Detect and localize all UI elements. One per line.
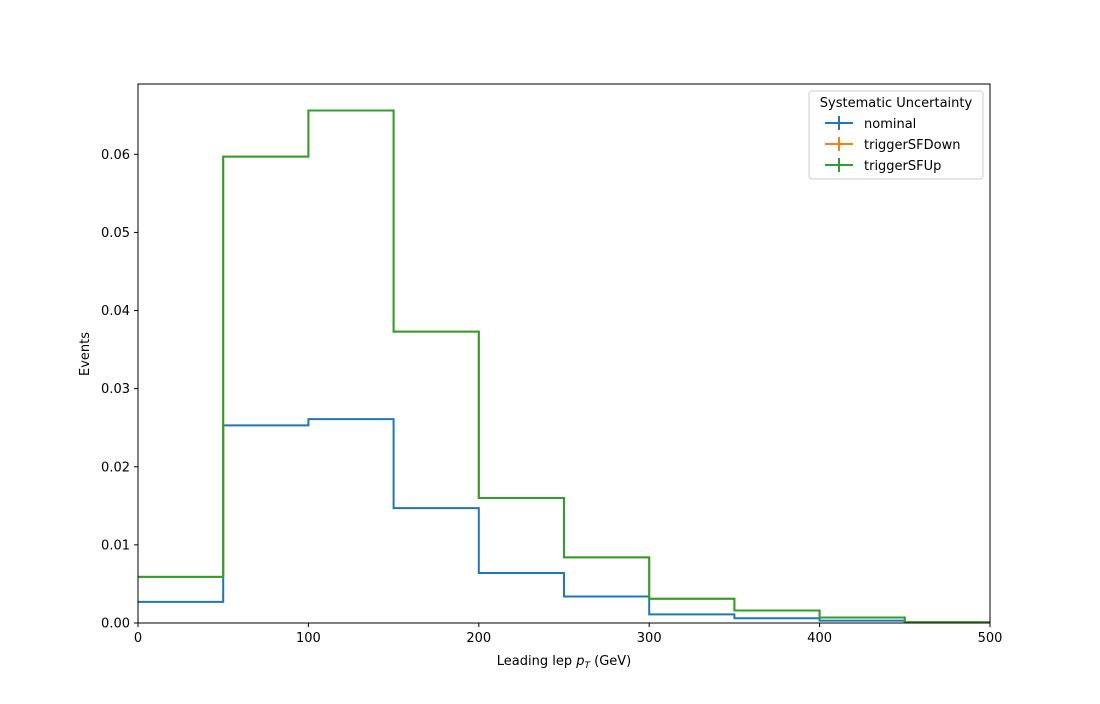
legend: Systematic Uncertainty nominal triggerSFD… bbox=[808, 90, 984, 180]
legend-label-triggersfdown: triggerSFDown bbox=[864, 138, 960, 153]
plot-frame bbox=[137, 83, 991, 624]
y-tick-label: 0.02 bbox=[101, 460, 130, 475]
x-axis-label: Leading lep pT (GeV) bbox=[497, 654, 631, 671]
legend-box bbox=[808, 90, 984, 180]
x-tick-label: 200 bbox=[466, 631, 491, 646]
legend-handle-nominal bbox=[825, 116, 853, 130]
series-layer bbox=[138, 109, 990, 624]
y-tick-label: 0.00 bbox=[101, 617, 130, 632]
x-axis-label-suffix: (GeV) bbox=[590, 654, 631, 669]
y-axis: 0.00 0.01 0.02 0.03 0.04 0.05 0.06 bbox=[101, 148, 138, 632]
y-axis-label: Events bbox=[78, 332, 93, 376]
y-tick-label: 0.03 bbox=[101, 382, 130, 397]
x-tick-label: 300 bbox=[637, 631, 662, 646]
legend-title: Systematic Uncertainty bbox=[820, 96, 973, 111]
legend-label-nominal: nominal bbox=[864, 117, 916, 132]
series-line-triggersfup bbox=[138, 109, 990, 624]
x-tick-label: 100 bbox=[296, 631, 321, 646]
x-tick-label: 500 bbox=[978, 631, 1003, 646]
x-tick-label: 0 bbox=[134, 631, 142, 646]
x-tick-label: 400 bbox=[807, 631, 832, 646]
x-axis-label-prefix: Leading lep bbox=[497, 654, 576, 669]
legend-label-triggersfup: triggerSFUp bbox=[864, 159, 941, 174]
y-tick-label: 0.01 bbox=[101, 538, 130, 553]
y-tick-label: 0.05 bbox=[101, 226, 130, 241]
y-tick-label: 0.04 bbox=[101, 304, 130, 319]
legend-handle-triggersfup bbox=[825, 158, 853, 172]
series-line-nominal bbox=[138, 418, 990, 624]
legend-entries: nominal triggerSFDown triggerSFUp bbox=[825, 116, 960, 174]
legend-handle-triggersfdown bbox=[825, 137, 853, 151]
x-axis-label-subscript: T bbox=[584, 661, 591, 671]
y-tick-label: 0.06 bbox=[101, 148, 130, 163]
x-axis: 0 100 200 300 400 500 bbox=[134, 623, 1003, 646]
x-axis-label-symbol: p bbox=[575, 654, 584, 669]
